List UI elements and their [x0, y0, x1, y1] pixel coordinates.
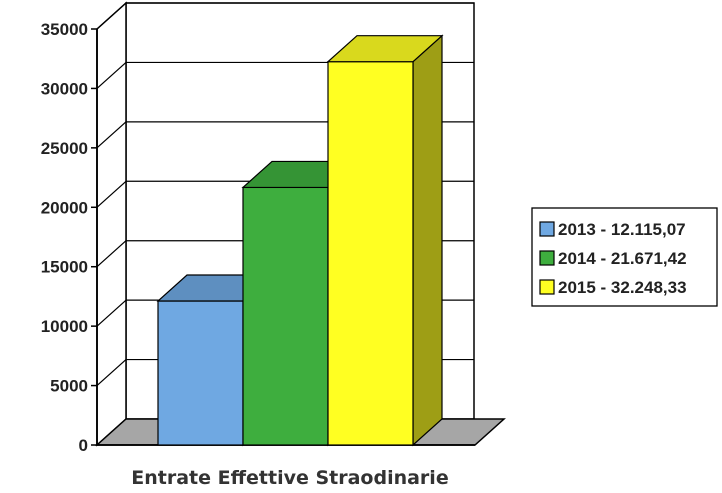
gridline-side	[96, 180, 127, 208]
legend-swatch	[539, 250, 555, 266]
gridline-side	[96, 359, 127, 387]
legend: 2013 - 12.115,07 2014 - 21.671,42 2015 - 3…	[531, 207, 718, 307]
bar-front	[157, 300, 244, 446]
y-axis: 0 5000 10000 15000 20000 25000 30000 35000	[41, 20, 98, 455]
legend-label: 2015 - 32.248,33	[558, 278, 687, 297]
y-tick-label: 0	[79, 436, 88, 455]
side-wall	[96, 1, 127, 447]
y-tick-label: 25000	[41, 139, 88, 158]
gridline-side	[96, 2, 127, 30]
gridline-side	[96, 61, 127, 89]
bar-side	[412, 34, 443, 447]
bar-2015	[326, 34, 444, 447]
legend-label: 2014 - 21.671,42	[558, 249, 687, 268]
bar-front	[242, 186, 329, 446]
legend-frame	[531, 207, 718, 307]
x-axis-label: Entrate Effettive Straodinarie	[131, 467, 448, 489]
bar-front	[327, 61, 414, 446]
gridline-side	[96, 121, 127, 149]
legend-label: 2013 - 12.115,07	[558, 220, 686, 239]
y-tick-label: 35000	[41, 20, 88, 39]
legend-swatch	[539, 221, 555, 237]
gridline-side	[96, 240, 127, 268]
y-tick-label: 5000	[50, 377, 88, 396]
bar-top	[326, 35, 444, 63]
legend-swatch	[539, 279, 555, 295]
bars	[156, 34, 444, 447]
y-tick-label: 10000	[41, 317, 88, 336]
gridline-side	[96, 299, 127, 327]
y-tick-label: 15000	[41, 258, 88, 277]
y-tick-label: 30000	[41, 79, 88, 98]
y-tick-label: 20000	[41, 198, 88, 217]
